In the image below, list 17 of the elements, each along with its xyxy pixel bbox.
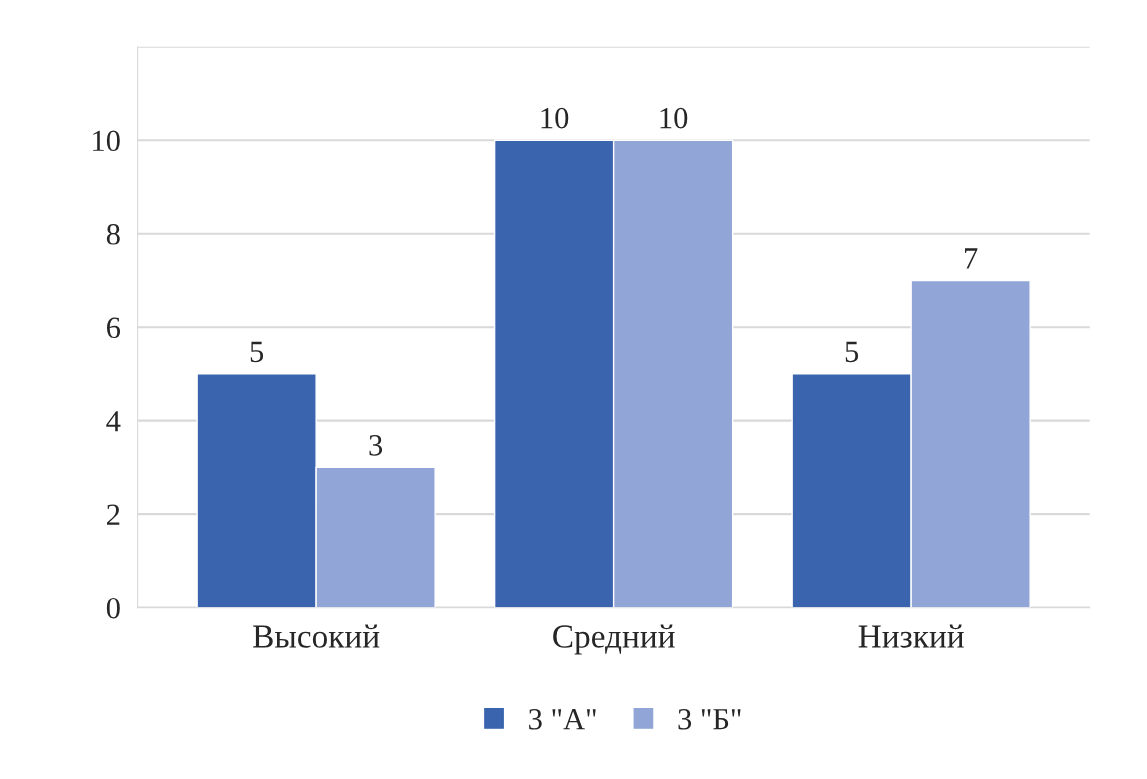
x-tick-label: Высокий: [253, 624, 380, 648]
data-label: 7: [965, 248, 978, 269]
data-label: 5: [845, 341, 859, 363]
y-tick-label: 6: [107, 317, 121, 339]
data-label: 10: [660, 107, 688, 129]
y-tick-label: 4: [106, 411, 121, 432]
y-tick-label: 0: [106, 597, 120, 619]
x-tick-label: Средний: [553, 624, 675, 655]
x-tick-label: Низкий: [858, 624, 964, 648]
y-tick-label: 8: [106, 223, 120, 245]
data-label: 5: [250, 341, 264, 363]
data-label: 10: [541, 107, 569, 129]
y-tick-label: 10: [93, 130, 120, 152]
data-label: 3: [369, 435, 383, 456]
y-tick-label: 2: [107, 504, 120, 525]
legend-label: 3 "А": [529, 709, 596, 730]
legend-label: 3 "Б": [678, 709, 741, 730]
